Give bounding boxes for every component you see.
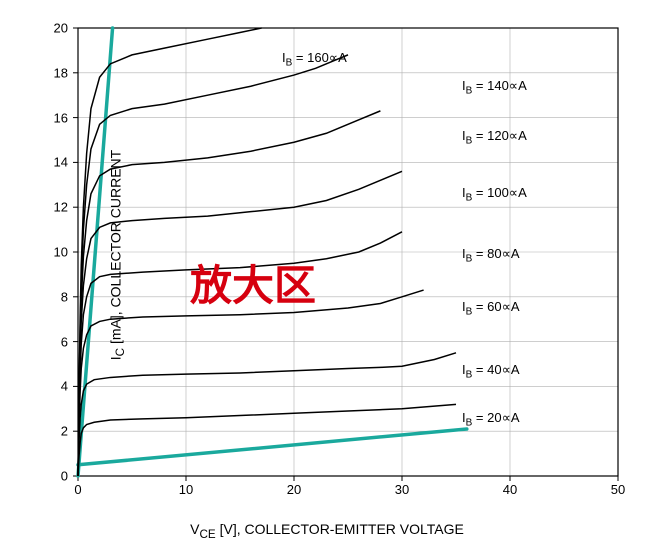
y-tick-label: 16 (54, 110, 68, 125)
y-tick-label: 14 (54, 155, 68, 170)
curve-label: IB = 20∝A (462, 410, 520, 429)
y-tick-label: 20 (54, 21, 68, 36)
curve-label: IB = 140∝A (462, 78, 527, 97)
x-axis-label: VCE [V], COLLECTOR-EMITTER VOLTAGE (190, 521, 464, 541)
y-tick-label: 18 (54, 65, 68, 80)
curve-label: IB = 160∝A (282, 50, 347, 69)
curve-label: IB = 60∝A (462, 299, 520, 318)
x-tick-label: 10 (179, 482, 193, 497)
curve-label: IB = 100∝A (462, 185, 527, 204)
y-tick-label: 0 (61, 469, 68, 484)
x-tick-label: 0 (74, 482, 81, 497)
annotation-active-region: 放大区 (190, 252, 316, 313)
x-tick-label: 40 (503, 482, 517, 497)
y-tick-label: 8 (61, 289, 68, 304)
y-tick-label: 10 (54, 245, 68, 260)
curve-label: IB = 120∝A (462, 128, 527, 147)
y-tick-label: 6 (61, 334, 68, 349)
x-tick-label: 50 (611, 482, 625, 497)
curve-label: IB = 40∝A (462, 362, 520, 381)
y-axis-label: IC [mA], COLLECTOR CURRENT (107, 150, 127, 360)
chart-svg (0, 0, 654, 551)
y-tick-label: 12 (54, 200, 68, 215)
x-tick-label: 30 (395, 482, 409, 497)
transistor-output-characteristics-chart: IC [mA], COLLECTOR CURRENT VCE [V], COLL… (0, 0, 654, 551)
y-tick-label: 4 (61, 379, 68, 394)
x-tick-label: 20 (287, 482, 301, 497)
y-tick-label: 2 (61, 424, 68, 439)
curve-label: IB = 80∝A (462, 246, 520, 265)
